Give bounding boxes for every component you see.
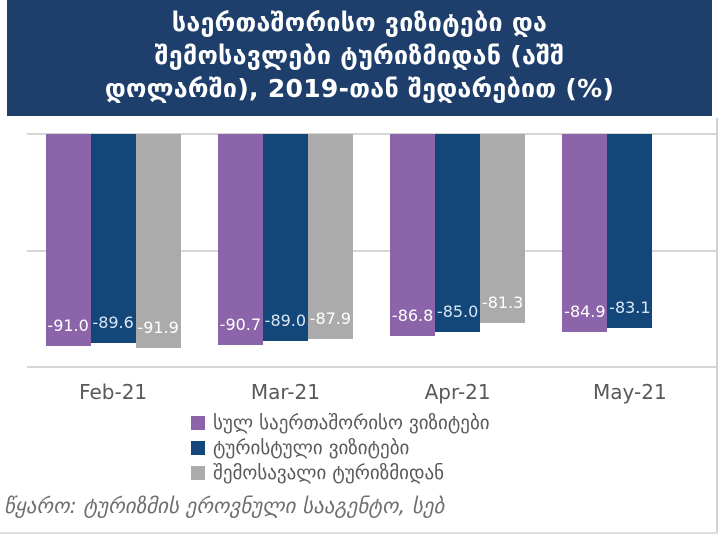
x-tick-label-mar-21: Mar-21 — [250, 380, 320, 404]
bar-value-label: -89.0 — [264, 311, 307, 331]
bar-slot: -84.9 — [562, 134, 608, 367]
gridline-bottom — [27, 366, 716, 368]
bar-value-label: -84.9 — [564, 301, 606, 321]
x-tick-label-may-21: May-21 — [593, 380, 667, 404]
bar-value-label: -89.6 — [92, 312, 134, 332]
legend-label: სულ საერთაშორისო ვიზიტები — [213, 412, 490, 434]
chart-title-line-3: დოლარში), 2019-თან შედარებით (%) — [104, 74, 615, 103]
bar-value-label: -87.9 — [309, 308, 352, 328]
bar-series2-feb-21: -89.6 — [90, 134, 136, 343]
chart-title-line-1: საერთაშორისო ვიზიტები და — [171, 8, 548, 37]
legend-swatch-icon — [191, 466, 205, 480]
x-tick-label-feb-21: Feb-21 — [79, 380, 148, 404]
chart-title-line-2: შემოსავლები ტურიზმიდან (აშშ — [154, 41, 565, 70]
bar-slot: -81.3 — [480, 134, 526, 367]
bar-series2-mar-21: -89.0 — [262, 134, 308, 342]
bar-slot: -85.0 — [435, 134, 481, 367]
source-note: წყარო: ტურიზმის ეროვნული სააგენტო, სებ — [4, 494, 445, 518]
x-tick-label-apr-21: Apr-21 — [424, 380, 491, 404]
bar-group-apr-21: -86.8 -85.0 -81.3 — [372, 134, 544, 367]
bar-value-label: -83.1 — [609, 297, 651, 317]
legend-item-2: ტურისტული ვიზიტები — [191, 437, 490, 459]
bar-group-feb-21: -91.0 -89.6 -91.9 — [27, 134, 199, 367]
bar-series1-feb-21: -91.0 — [45, 134, 91, 347]
bottom-border — [0, 532, 718, 534]
bar-series1-may-21: -84.9 — [562, 134, 608, 332]
gridline-zero — [27, 133, 716, 135]
bar-value-label: -91.0 — [47, 316, 89, 336]
legend-swatch-icon — [191, 416, 205, 430]
plot-area: -91.0 -89.6 -91.9 -90.7 -89.0 -87.9 -86.8 -85.0… — [27, 133, 716, 368]
bar-slot: -86.8 — [390, 134, 436, 367]
bar-slot: -91.0 — [45, 134, 91, 367]
legend-item-1: სულ საერთაშორისო ვიზიტები — [191, 412, 490, 434]
gridline-mid — [27, 249, 716, 252]
chart-title: საერთაშორისო ვიზიტები და შემოსავლები ტურ… — [7, 0, 712, 116]
bar-value-label: -90.7 — [219, 315, 262, 335]
legend-label: ტურისტული ვიზიტები — [213, 437, 410, 459]
bar-slot: -91.9 — [135, 134, 181, 367]
bar-value-label: -85.0 — [436, 302, 479, 322]
bar-slot: -83.1 — [607, 134, 653, 367]
bar-slot: -87.9 — [307, 134, 353, 367]
bar-slot: -89.0 — [262, 134, 308, 367]
right-border — [716, 118, 718, 534]
bar-series2-apr-21: -85.0 — [435, 134, 481, 333]
bar-series1-apr-21: -86.8 — [390, 134, 436, 337]
bar-series3-mar-21: -87.9 — [307, 134, 353, 339]
bar-value-label: -81.3 — [481, 293, 524, 313]
legend: სულ საერთაშორისო ვიზიტები ტურისტული ვიზიტ… — [191, 412, 490, 484]
bar-group-mar-21: -90.7 -89.0 -87.9 — [199, 134, 371, 367]
bar-series3-apr-21: -81.3 — [480, 134, 526, 324]
x-axis: Feb-21 Mar-21 Apr-21 May-21 — [27, 380, 716, 404]
legend-swatch-icon — [191, 441, 205, 455]
bar-series3-feb-21: -91.9 — [135, 134, 181, 349]
legend-item-3: შემოსავალი ტურიზმიდან — [191, 462, 490, 484]
bar-slot: -89.6 — [90, 134, 136, 367]
bar-group-may-21: -84.9 -83.1 — [544, 134, 716, 367]
bar-slot: -90.7 — [217, 134, 263, 367]
bar-value-label: -91.9 — [137, 318, 179, 338]
bar-slot — [652, 134, 697, 367]
bar-series1-mar-21: -90.7 — [217, 134, 263, 346]
bar-value-label: -86.8 — [391, 306, 434, 326]
legend-label: შემოსავალი ტურიზმიდან — [213, 462, 445, 484]
bar-series2-may-21: -83.1 — [607, 134, 653, 328]
